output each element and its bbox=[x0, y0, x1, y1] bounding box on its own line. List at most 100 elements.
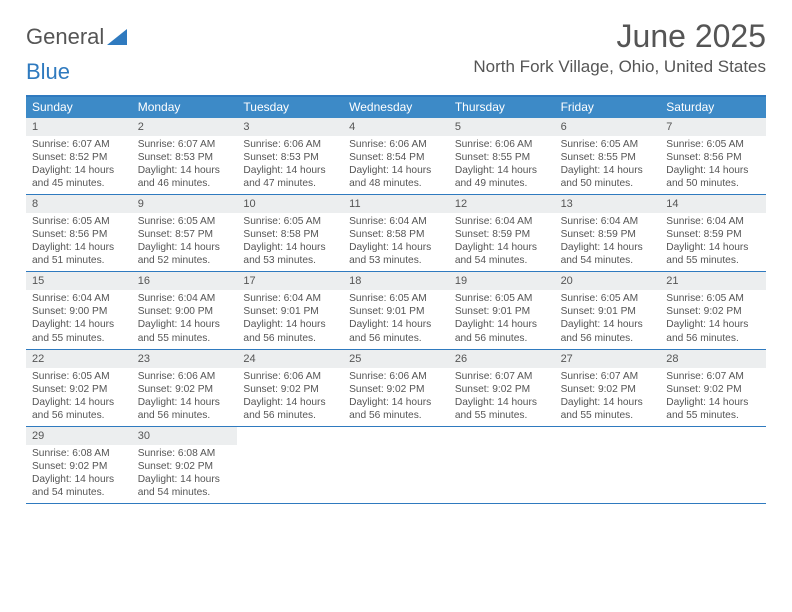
info-line: Sunrise: 6:04 AM bbox=[666, 215, 762, 228]
info-line: and 56 minutes. bbox=[243, 332, 339, 345]
info-line: Sunrise: 6:04 AM bbox=[455, 215, 551, 228]
week-row: 22 Sunrise: 6:05 AMSunset: 9:02 PMDayligh… bbox=[26, 350, 766, 427]
day-cell: 26Sunrise: 6:07 AMSunset: 9:02 PMDayligh… bbox=[449, 350, 555, 426]
info-line: Daylight: 14 hours bbox=[349, 164, 445, 177]
day-info: Sunrise: 6:04 AMSunset: 8:59 PMDaylight:… bbox=[449, 215, 555, 267]
day-info: Sunrise: 6:05 AMSunset: 8:57 PMDaylight:… bbox=[132, 215, 238, 267]
info-line: Sunset: 9:02 PM bbox=[243, 383, 339, 396]
info-line: Sunrise: 6:06 AM bbox=[349, 138, 445, 151]
info-line: Sunrise: 6:06 AM bbox=[138, 370, 234, 383]
day-cell: 29Sunrise: 6:08 AMSunset: 9:02 PMDayligh… bbox=[26, 427, 132, 503]
day-cell: 14 Sunrise: 6:04 AMSunset: 8:59 PMDayligh… bbox=[660, 195, 766, 271]
day-cell: 28 Sunrise: 6:07 AMSunset: 9:02 PMDayligh… bbox=[660, 350, 766, 426]
day-info: Sunrise: 6:05 AMSunset: 8:56 PMDaylight:… bbox=[26, 215, 132, 267]
day-info: Sunrise: 6:08 AMSunset: 9:02 PMDaylight:… bbox=[132, 447, 238, 499]
day-cell bbox=[237, 427, 343, 503]
info-line: and 51 minutes. bbox=[32, 254, 128, 267]
info-line: Sunset: 9:02 PM bbox=[32, 460, 128, 473]
info-line: Daylight: 14 hours bbox=[666, 318, 762, 331]
dow-thu: Thursday bbox=[449, 97, 555, 118]
info-line: Sunrise: 6:05 AM bbox=[349, 292, 445, 305]
info-line: Sunrise: 6:04 AM bbox=[138, 292, 234, 305]
info-line: and 55 minutes. bbox=[455, 409, 551, 422]
info-line: Sunrise: 6:05 AM bbox=[561, 292, 657, 305]
info-line: Daylight: 14 hours bbox=[243, 396, 339, 409]
day-number: 3 bbox=[237, 118, 343, 136]
info-line: Daylight: 14 hours bbox=[32, 241, 128, 254]
info-line: Sunset: 8:55 PM bbox=[455, 151, 551, 164]
page-title: June 2025 bbox=[473, 18, 766, 55]
day-cell: 4 Sunrise: 6:06 AMSunset: 8:54 PMDaylight… bbox=[343, 118, 449, 194]
day-info: Sunrise: 6:04 AMSunset: 8:59 PMDaylight:… bbox=[555, 215, 661, 267]
day-cell bbox=[343, 427, 449, 503]
day-info: Sunrise: 6:07 AMSunset: 9:02 PMDaylight:… bbox=[555, 370, 661, 422]
day-info: Sunrise: 6:05 AMSunset: 8:56 PMDaylight:… bbox=[660, 138, 766, 190]
info-line: and 53 minutes. bbox=[243, 254, 339, 267]
info-line: Sunrise: 6:08 AM bbox=[138, 447, 234, 460]
day-number: 25 bbox=[343, 350, 449, 368]
day-number: 19 bbox=[449, 272, 555, 290]
info-line: Sunrise: 6:07 AM bbox=[561, 370, 657, 383]
info-line: Sunset: 9:01 PM bbox=[455, 305, 551, 318]
info-line: Sunset: 9:02 PM bbox=[349, 383, 445, 396]
day-number: 14 bbox=[660, 195, 766, 213]
day-number: 4 bbox=[343, 118, 449, 136]
day-info: Sunrise: 6:06 AMSunset: 8:53 PMDaylight:… bbox=[237, 138, 343, 190]
day-info: Sunrise: 6:05 AMSunset: 8:55 PMDaylight:… bbox=[555, 138, 661, 190]
info-line: and 47 minutes. bbox=[243, 177, 339, 190]
day-info: Sunrise: 6:04 AMSunset: 9:01 PMDaylight:… bbox=[237, 292, 343, 344]
day-cell: 17Sunrise: 6:04 AMSunset: 9:01 PMDayligh… bbox=[237, 272, 343, 348]
info-line: Sunset: 9:02 PM bbox=[32, 383, 128, 396]
info-line: Sunrise: 6:04 AM bbox=[243, 292, 339, 305]
day-number: 1 bbox=[26, 118, 132, 136]
info-line: Daylight: 14 hours bbox=[349, 318, 445, 331]
day-number: 30 bbox=[132, 427, 238, 445]
day-cell: 11Sunrise: 6:04 AMSunset: 8:58 PMDayligh… bbox=[343, 195, 449, 271]
logo: General bbox=[26, 24, 127, 50]
info-line: and 56 minutes. bbox=[666, 332, 762, 345]
info-line: Daylight: 14 hours bbox=[32, 396, 128, 409]
info-line: Daylight: 14 hours bbox=[349, 241, 445, 254]
day-number: 22 bbox=[26, 350, 132, 368]
info-line: Daylight: 14 hours bbox=[561, 241, 657, 254]
calendar: Sunday Monday Tuesday Wednesday Thursday… bbox=[26, 95, 766, 504]
week-row: 1Sunrise: 6:07 AMSunset: 8:52 PMDaylight… bbox=[26, 118, 766, 195]
dow-sat: Saturday bbox=[660, 97, 766, 118]
info-line: and 54 minutes. bbox=[561, 254, 657, 267]
day-cell: 16Sunrise: 6:04 AMSunset: 9:00 PMDayligh… bbox=[132, 272, 238, 348]
day-number: 16 bbox=[132, 272, 238, 290]
info-line: Sunrise: 6:05 AM bbox=[243, 215, 339, 228]
info-line: and 55 minutes. bbox=[666, 254, 762, 267]
calendar-page: General June 2025 North Fork Village, Oh… bbox=[0, 0, 792, 504]
day-number: 13 bbox=[555, 195, 661, 213]
day-info: Sunrise: 6:04 AMSunset: 9:00 PMDaylight:… bbox=[26, 292, 132, 344]
day-info: Sunrise: 6:07 AMSunset: 9:02 PMDaylight:… bbox=[660, 370, 766, 422]
day-number: 2 bbox=[132, 118, 238, 136]
day-info: Sunrise: 6:05 AMSunset: 9:02 PMDaylight:… bbox=[26, 370, 132, 422]
day-info: Sunrise: 6:04 AMSunset: 8:59 PMDaylight:… bbox=[660, 215, 766, 267]
info-line: Daylight: 14 hours bbox=[455, 396, 551, 409]
info-line: Daylight: 14 hours bbox=[561, 318, 657, 331]
location: North Fork Village, Ohio, United States bbox=[473, 57, 766, 77]
day-number: 11 bbox=[343, 195, 449, 213]
info-line: Sunset: 9:02 PM bbox=[666, 383, 762, 396]
week-row: 8Sunrise: 6:05 AMSunset: 8:56 PMDaylight… bbox=[26, 195, 766, 272]
info-line: Sunset: 8:59 PM bbox=[666, 228, 762, 241]
info-line: and 55 minutes. bbox=[32, 332, 128, 345]
day-info: Sunrise: 6:05 AMSunset: 9:02 PMDaylight:… bbox=[660, 292, 766, 344]
day-cell: 10Sunrise: 6:05 AMSunset: 8:58 PMDayligh… bbox=[237, 195, 343, 271]
info-line: Sunrise: 6:05 AM bbox=[561, 138, 657, 151]
weeks-container: 1Sunrise: 6:07 AMSunset: 8:52 PMDaylight… bbox=[26, 118, 766, 504]
day-number: 28 bbox=[660, 350, 766, 368]
info-line: and 56 minutes. bbox=[455, 332, 551, 345]
info-line: and 56 minutes. bbox=[32, 409, 128, 422]
day-number: 18 bbox=[343, 272, 449, 290]
info-line: Sunset: 9:01 PM bbox=[561, 305, 657, 318]
info-line: Daylight: 14 hours bbox=[666, 396, 762, 409]
day-info: Sunrise: 6:06 AMSunset: 8:54 PMDaylight:… bbox=[343, 138, 449, 190]
day-cell: 15Sunrise: 6:04 AMSunset: 9:00 PMDayligh… bbox=[26, 272, 132, 348]
info-line: Daylight: 14 hours bbox=[138, 241, 234, 254]
day-number: 27 bbox=[555, 350, 661, 368]
day-cell bbox=[555, 427, 661, 503]
logo-triangle-icon bbox=[107, 29, 127, 45]
